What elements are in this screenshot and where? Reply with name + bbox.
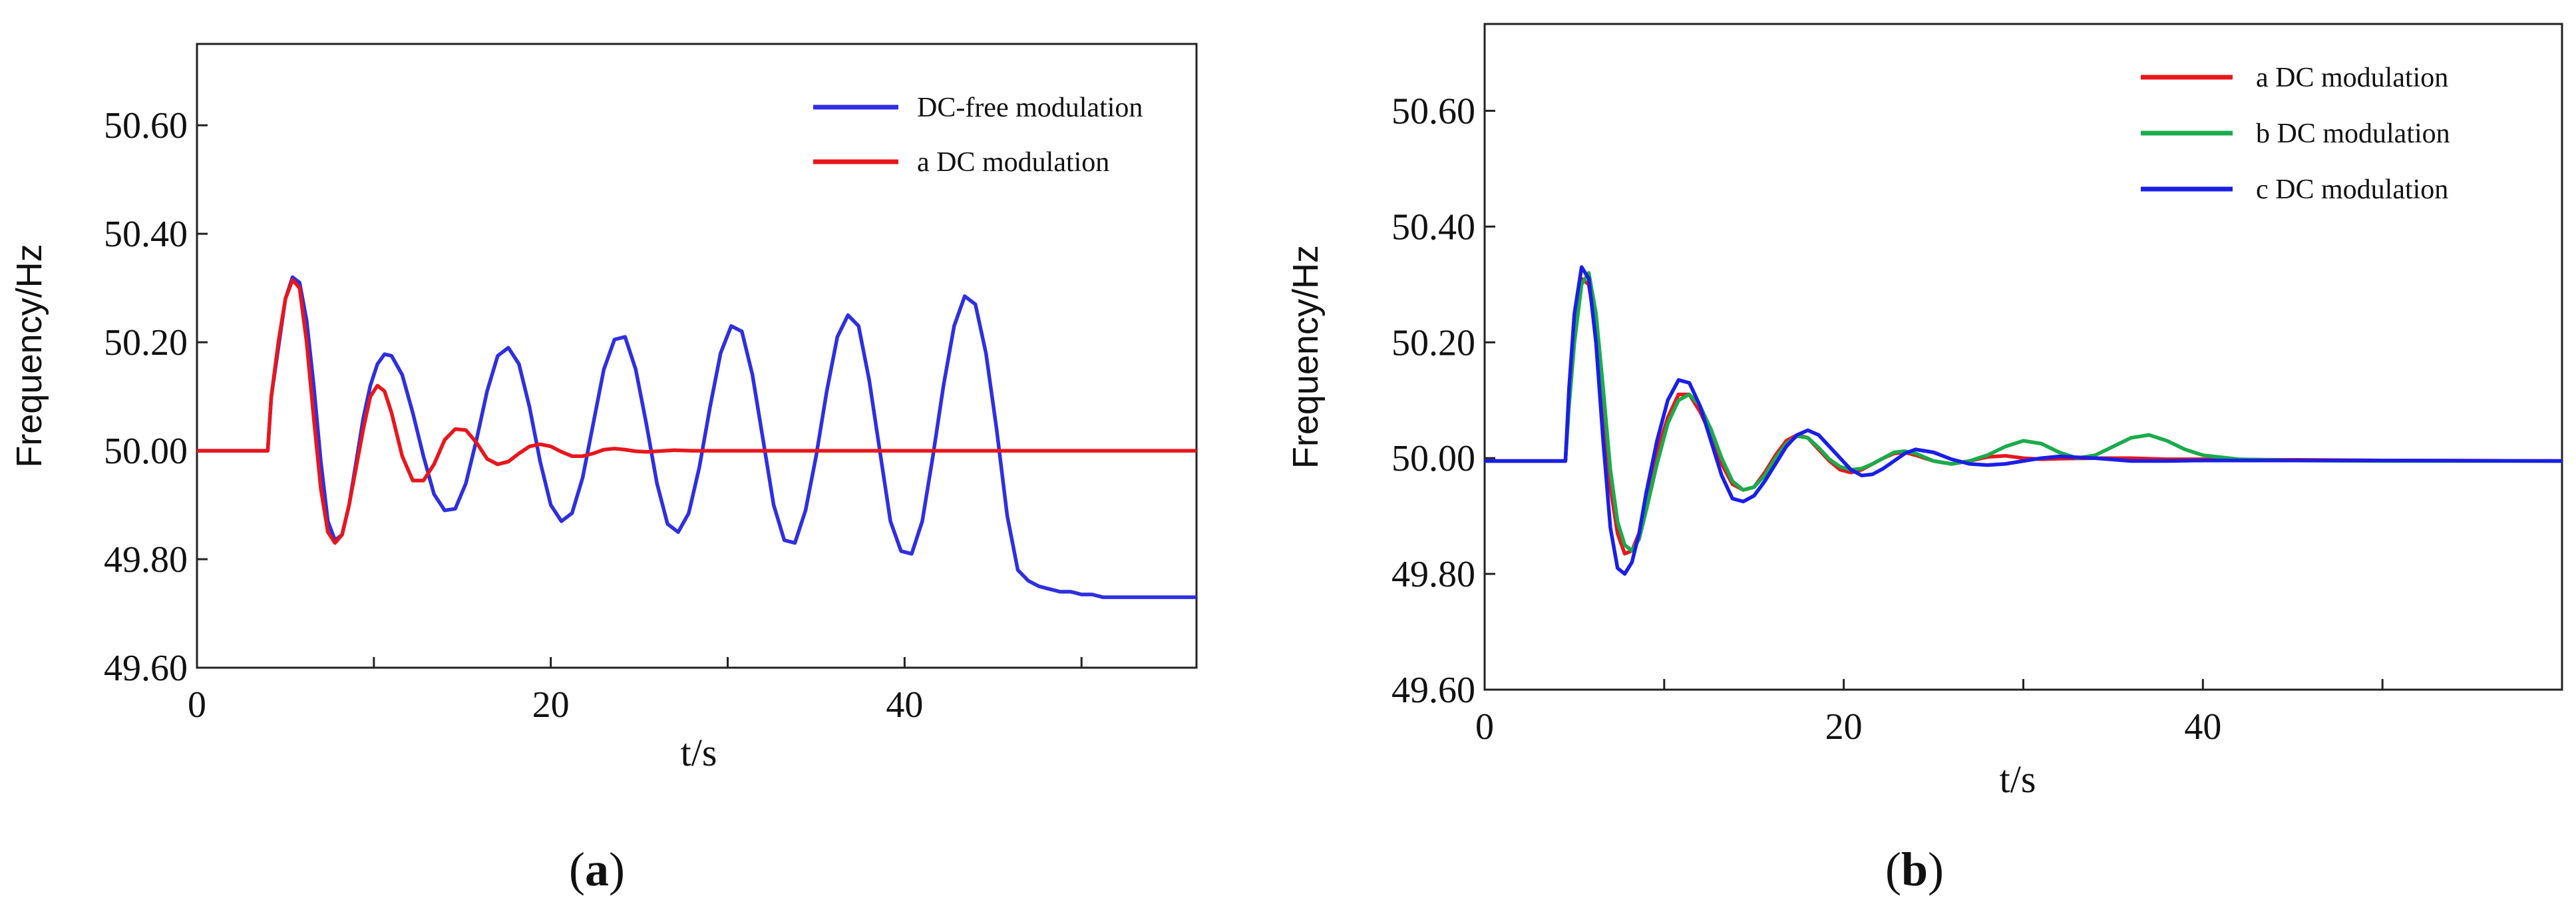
y-tick-label: 49.80 <box>1391 554 1475 595</box>
series-line-dc-free-modulation <box>197 275 1196 599</box>
series-group <box>1485 265 2562 576</box>
x-tick-label: 40 <box>2184 706 2221 748</box>
y-tick-label: 50.40 <box>1391 206 1475 248</box>
plot-frame <box>196 43 1198 669</box>
y-tick-label: 50.00 <box>1391 438 1475 479</box>
legend-label: a DC modulation <box>2256 63 2448 93</box>
y-tick-label: 50.60 <box>104 105 188 146</box>
y-axis-title: Frequency/Hz <box>1286 245 1326 469</box>
x-tick-label: 40 <box>886 684 923 726</box>
y-tick-label: 50.40 <box>104 214 188 255</box>
y-tick-label: 50.60 <box>1391 91 1475 132</box>
y-tick-label: 50.20 <box>1391 322 1475 363</box>
legend-label: b DC modulation <box>2256 118 2450 149</box>
x-axis-title: t/s <box>2000 758 2036 801</box>
caption-open: ( <box>1885 843 1901 896</box>
series-line-b-dc-modulation <box>1485 271 2562 553</box>
panel-caption: (a) <box>569 843 625 896</box>
y-tick-label: 49.60 <box>1391 670 1475 711</box>
y-tick-label: 49.60 <box>104 648 188 689</box>
chart-b: 49.60 49.80 50.00 50.20 50.40 50.60 0 20 40 Frequ… <box>1286 23 2563 896</box>
x-tick-label: 20 <box>532 684 570 726</box>
x-tick-label: 20 <box>1825 706 1863 748</box>
y-tick-label: 50.20 <box>104 322 188 363</box>
legend-label: c DC modulation <box>2256 174 2448 205</box>
panel-caption: (b) <box>1885 843 1944 896</box>
x-tick-label: 0 <box>188 684 206 726</box>
caption-open: ( <box>569 843 585 896</box>
x-axis-title: t/s <box>681 731 717 774</box>
y-tick-label: 49.80 <box>104 539 188 580</box>
series-line-a-dc-modulation <box>197 278 1196 545</box>
caption-close: ) <box>1928 843 1944 896</box>
y-axis-title: Frequency/Hz <box>9 244 49 467</box>
legend-label: DC-free modulation <box>917 93 1143 123</box>
x-tick-label: 0 <box>1475 706 1494 748</box>
series-line-c-dc-modulation <box>1485 265 2562 576</box>
y-tick-label: 50.00 <box>104 431 188 472</box>
caption-letter: a <box>585 843 609 896</box>
caption-close: ) <box>609 843 625 896</box>
caption-letter: b <box>1901 843 1928 896</box>
legend-label: a DC modulation <box>917 147 1109 178</box>
chart-a: 49.60 49.80 50.00 50.20 50.40 50.60 0 20 40 Frequ… <box>9 43 1198 896</box>
series-group <box>197 275 1196 599</box>
